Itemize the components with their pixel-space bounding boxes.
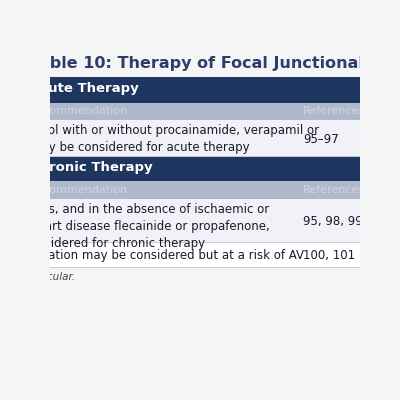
Text: ntricular.: ntricular. <box>30 272 76 282</box>
Text: 100, 101: 100, 101 <box>303 249 355 262</box>
Text: Chronic Therapy: Chronic Therapy <box>30 161 152 174</box>
Text: nolol with or without procainamide, verapamil or
may be considered for acute the: nolol with or without procainamide, vera… <box>30 124 319 154</box>
Text: Recommendation: Recommendation <box>30 185 128 195</box>
Text: kers, and in the absence of ischaemic or
heart disease flecainide or propafenone: kers, and in the absence of ischaemic or… <box>30 203 270 250</box>
Bar <box>25 156 385 181</box>
Bar <box>25 77 385 102</box>
Text: 95, 98, 99: 95, 98, 99 <box>303 215 363 228</box>
Text: Acute Therapy: Acute Therapy <box>30 82 138 95</box>
Text: 95–97: 95–97 <box>303 133 339 146</box>
Bar <box>25 120 385 156</box>
Bar <box>25 102 385 120</box>
Bar <box>25 242 385 267</box>
Bar <box>25 181 385 199</box>
Text: Recommendation: Recommendation <box>30 106 128 116</box>
Text: Table 10: Therapy of Focal Junctional Tachycardia: Table 10: Therapy of Focal Junctional Ta… <box>30 56 400 71</box>
Text: References: References <box>303 106 365 116</box>
Text: References: References <box>303 185 365 195</box>
Bar <box>25 199 385 242</box>
Text: ablation may be considered but at a risk of AV: ablation may be considered but at a risk… <box>30 249 304 262</box>
